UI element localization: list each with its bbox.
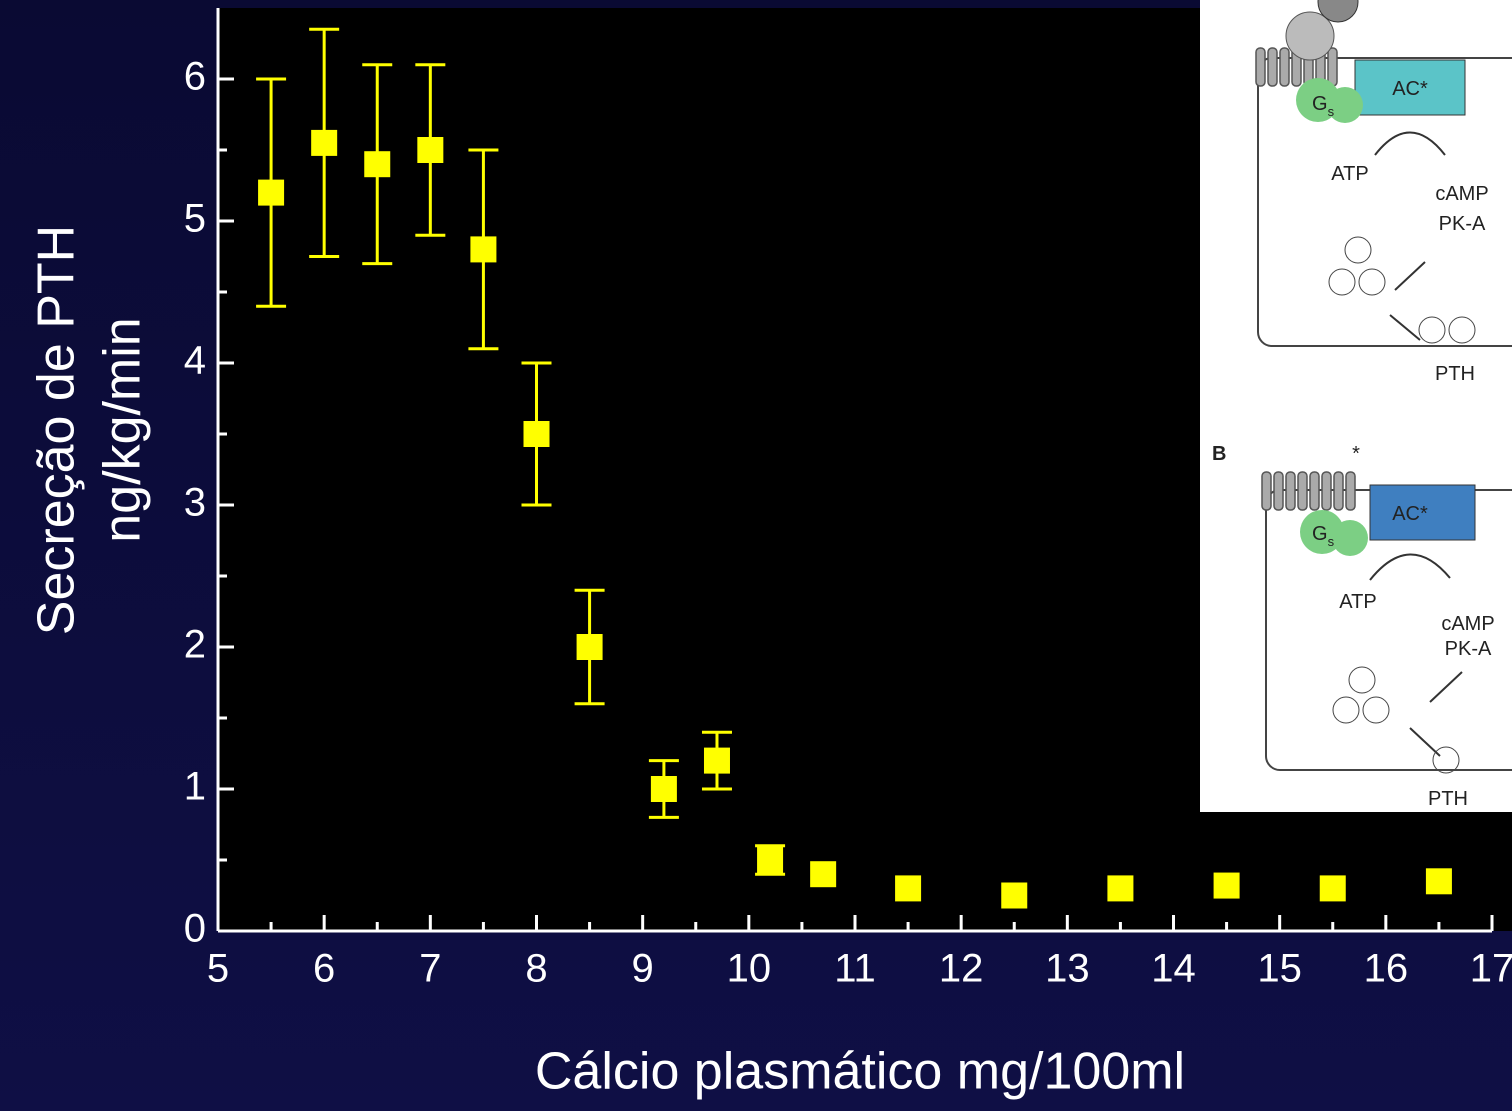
x-tick-label: 5 — [207, 947, 229, 991]
inset-label: ATP — [1331, 163, 1368, 185]
y-tick-label: 2 — [184, 623, 206, 667]
x-tick-label: 12 — [939, 947, 984, 991]
point — [810, 861, 836, 887]
inset-label: ATP — [1339, 591, 1376, 613]
x-tick-label: 15 — [1257, 947, 1302, 991]
point — [524, 421, 550, 447]
g-protein — [1332, 520, 1368, 556]
inset-label: PTH — [1428, 788, 1468, 810]
point — [704, 748, 730, 774]
inset-label: * — [1352, 443, 1360, 465]
x-tick-label: 16 — [1364, 947, 1409, 991]
y-tick-label: 1 — [184, 765, 206, 809]
point — [258, 180, 284, 206]
ligand — [1286, 12, 1334, 60]
x-tick-label: 7 — [419, 947, 441, 991]
y-tick-label: 3 — [184, 481, 206, 525]
inset-label: PK-A — [1439, 213, 1486, 235]
inset-background — [1200, 0, 1512, 812]
point — [1426, 868, 1452, 894]
y-tick-label: 0 — [184, 907, 206, 951]
y-axis-label: ng/kg/min — [94, 317, 152, 542]
inset-label: AC* — [1392, 503, 1428, 525]
page: 0123456567891011121314151617 Cálcio plas… — [0, 0, 1512, 1111]
x-tick-label: 6 — [313, 947, 335, 991]
point — [1320, 875, 1346, 901]
y-tick-label: 4 — [184, 339, 206, 383]
point — [1214, 873, 1240, 899]
point — [895, 875, 921, 901]
x-tick-label: 17 — [1470, 947, 1512, 991]
x-tick-label: 9 — [632, 947, 654, 991]
inset-label: s — [1328, 104, 1335, 119]
point — [757, 847, 783, 873]
point — [470, 236, 496, 262]
inset-label: PK-A — [1445, 638, 1492, 660]
inset-label: G — [1312, 93, 1328, 115]
point — [311, 130, 337, 156]
x-tick-label: 13 — [1045, 947, 1090, 991]
y-axis-label: Secreção de PTH — [28, 225, 86, 635]
x-tick-label: 10 — [727, 947, 772, 991]
inset-label: PTH — [1435, 363, 1475, 385]
point — [1001, 883, 1027, 909]
inset-label: s — [1328, 534, 1335, 549]
inset-label: G — [1312, 523, 1328, 545]
chart: 0123456567891011121314151617 Cálcio plas… — [0, 0, 1512, 1111]
y-tick-label: 6 — [184, 55, 206, 99]
panel-label: B — [1212, 443, 1226, 465]
point — [364, 151, 390, 177]
point — [651, 776, 677, 802]
x-tick-label: 14 — [1151, 947, 1196, 991]
x-axis-label: Cálcio plasmático mg/100ml — [535, 1043, 1185, 1101]
inset-label: AC* — [1392, 78, 1428, 100]
x-tick-label: 11 — [834, 947, 876, 991]
inset-label: cAMP — [1441, 613, 1494, 635]
point — [1107, 875, 1133, 901]
y-tick-label: 5 — [184, 197, 206, 241]
inset-diagram: AC* Gs ATP cAMP PK-A PTH B * AC* Gs ATP … — [1200, 0, 1512, 812]
point — [577, 634, 603, 660]
x-tick-label: 8 — [525, 947, 547, 991]
point — [417, 137, 443, 163]
inset-label: cAMP — [1435, 183, 1488, 205]
